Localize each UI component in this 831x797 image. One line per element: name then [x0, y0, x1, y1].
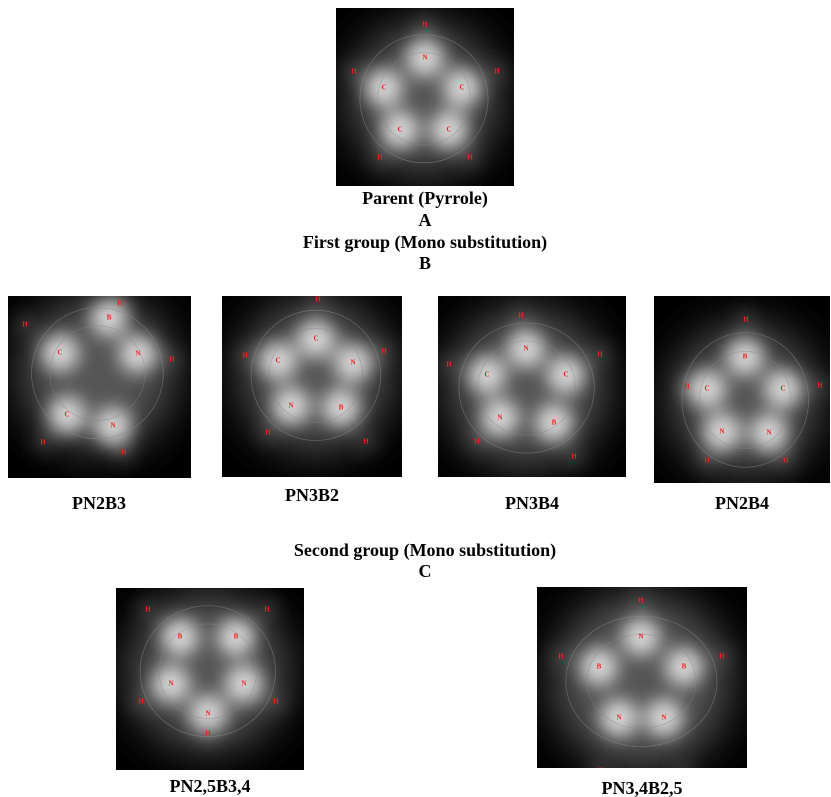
- atom-label: C: [484, 371, 489, 379]
- atom-label: B: [107, 314, 112, 322]
- atom-label: C: [563, 371, 568, 379]
- caption: PN2,5B3,4: [170, 776, 251, 796]
- atom-label: H: [40, 439, 46, 447]
- caption: PN3,4B2,5: [602, 778, 683, 797]
- caption: PN3B4: [505, 493, 559, 513]
- atom-label: H: [474, 438, 480, 446]
- atom-label: H: [377, 154, 383, 162]
- section-heading: Second group (Mono substitution): [294, 540, 556, 561]
- atom-label: H: [363, 438, 369, 446]
- atom-label: H: [571, 453, 577, 461]
- atom-label: B: [597, 663, 602, 671]
- atom-label: H: [205, 730, 211, 738]
- atom-label: B: [234, 633, 239, 641]
- density-map: H N H B B H N N H H: [537, 587, 747, 782]
- atom-label: H: [494, 68, 500, 76]
- section-letter: B: [419, 253, 431, 273]
- atom-label: H: [638, 597, 644, 605]
- atom-label: H: [680, 769, 686, 777]
- atom-label: C: [780, 385, 785, 393]
- atom-label: C: [313, 335, 318, 343]
- atom-label: N: [110, 422, 115, 430]
- atom-label: H: [242, 352, 248, 360]
- atom-label: N: [135, 350, 140, 358]
- atom-label: H: [121, 449, 127, 457]
- atom-label: N: [422, 54, 427, 62]
- atom-label: H: [351, 68, 357, 76]
- atom-label: H: [783, 457, 789, 465]
- density-map: H C H C N H N B H H: [222, 291, 402, 477]
- atom-label: B: [178, 633, 183, 641]
- atom-label: N: [766, 429, 771, 437]
- atom-label: H: [467, 154, 473, 162]
- atom-label: H: [145, 606, 151, 614]
- atom-label: N: [661, 714, 666, 722]
- atom-label: H: [265, 429, 271, 437]
- section-heading: First group (Mono substitution): [303, 232, 547, 253]
- atom-label: N: [205, 710, 210, 718]
- atom-label: B: [339, 404, 344, 412]
- atom-label: N: [523, 345, 528, 353]
- atom-label: H: [117, 300, 123, 308]
- atom-label: H: [684, 383, 690, 391]
- atom-label: N: [616, 714, 621, 722]
- atom-label: N: [288, 402, 293, 410]
- atom-label: C: [397, 126, 402, 134]
- atom-label: C: [381, 84, 386, 92]
- atom-label: H: [315, 296, 321, 304]
- atom-label: N: [241, 680, 246, 688]
- atom-label: H: [719, 653, 725, 661]
- atom-label: N: [350, 359, 355, 367]
- atom-label: N: [638, 633, 643, 641]
- atom-label: C: [459, 84, 464, 92]
- atom-label: H: [446, 361, 452, 369]
- caption: PN2B4: [715, 493, 769, 513]
- atom-label: H: [381, 348, 387, 356]
- atom-label: H: [597, 351, 603, 359]
- atom-label: C: [275, 357, 280, 365]
- atom-label: C: [704, 385, 709, 393]
- atom-label: B: [743, 353, 748, 361]
- atom-label: H: [704, 457, 710, 465]
- atom-label: H: [422, 21, 428, 29]
- atom-label: N: [168, 680, 173, 688]
- section-letter: A: [419, 210, 432, 230]
- atom-label: H: [22, 321, 28, 329]
- density-map: HHBCNHCNHH: [8, 295, 191, 478]
- density-map: H H B B N N H H N H: [116, 588, 304, 770]
- density-map: H N H H C C C C H H: [336, 8, 514, 186]
- atom-label: B: [552, 419, 557, 427]
- caption: PN3B2: [285, 485, 339, 505]
- atom-label: H: [558, 653, 564, 661]
- caption: PN2B3: [72, 493, 126, 513]
- atom-label: H: [518, 312, 524, 320]
- atom-label: N: [497, 414, 502, 422]
- atom-label: H: [817, 382, 823, 390]
- atom-label: H: [598, 767, 604, 775]
- section-letter: C: [419, 561, 432, 581]
- atom-label: B: [682, 663, 687, 671]
- density-map: H N H C C H N B H H: [438, 296, 626, 477]
- atom-label: H: [169, 356, 175, 364]
- atom-label: H: [743, 316, 749, 324]
- figure: Parent (Pyrrole) A First group (Mono sub…: [0, 0, 831, 797]
- caption: Parent (Pyrrole): [362, 188, 488, 209]
- density-map: H B H C C H N N H H: [654, 296, 830, 483]
- atom-label: C: [64, 411, 69, 419]
- atom-label: C: [446, 126, 451, 134]
- atom-label: H: [138, 698, 144, 706]
- atom-label: C: [57, 349, 62, 357]
- atom-label: N: [719, 428, 724, 436]
- atom-label: H: [264, 606, 270, 614]
- atom-label: H: [273, 698, 279, 706]
